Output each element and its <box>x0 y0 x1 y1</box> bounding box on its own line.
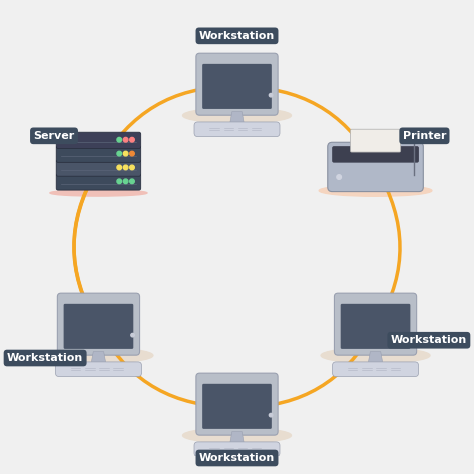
Ellipse shape <box>182 428 292 443</box>
FancyBboxPatch shape <box>328 142 423 191</box>
FancyBboxPatch shape <box>56 132 141 148</box>
Polygon shape <box>230 112 244 123</box>
Circle shape <box>123 151 128 156</box>
FancyBboxPatch shape <box>56 146 141 163</box>
Text: Printer: Printer <box>403 131 446 141</box>
Polygon shape <box>91 352 106 363</box>
FancyBboxPatch shape <box>333 362 419 376</box>
Ellipse shape <box>50 190 147 196</box>
Polygon shape <box>230 432 244 443</box>
Circle shape <box>130 137 134 142</box>
Ellipse shape <box>44 348 153 363</box>
FancyBboxPatch shape <box>194 442 280 456</box>
FancyBboxPatch shape <box>196 53 278 115</box>
Circle shape <box>269 93 273 97</box>
Circle shape <box>117 179 121 183</box>
FancyBboxPatch shape <box>56 160 141 176</box>
FancyBboxPatch shape <box>196 373 278 435</box>
Text: Workstation: Workstation <box>199 31 275 41</box>
Circle shape <box>123 179 128 183</box>
FancyBboxPatch shape <box>332 146 419 163</box>
FancyBboxPatch shape <box>56 174 141 190</box>
Circle shape <box>408 333 411 337</box>
FancyBboxPatch shape <box>64 304 133 349</box>
Circle shape <box>131 333 134 337</box>
Ellipse shape <box>319 185 432 196</box>
Text: Server: Server <box>33 131 74 141</box>
Ellipse shape <box>182 108 292 123</box>
Text: Workstation: Workstation <box>199 453 275 463</box>
Circle shape <box>117 151 121 156</box>
FancyBboxPatch shape <box>57 293 139 355</box>
Text: Workstation: Workstation <box>391 335 467 345</box>
Circle shape <box>130 179 134 183</box>
Circle shape <box>269 413 273 417</box>
FancyBboxPatch shape <box>202 384 272 429</box>
Circle shape <box>117 137 121 142</box>
Circle shape <box>123 137 128 142</box>
Circle shape <box>123 165 128 170</box>
Polygon shape <box>368 352 383 363</box>
Circle shape <box>117 165 121 170</box>
Circle shape <box>130 165 134 170</box>
Ellipse shape <box>321 348 430 363</box>
FancyBboxPatch shape <box>335 293 417 355</box>
FancyBboxPatch shape <box>55 362 141 376</box>
FancyBboxPatch shape <box>194 122 280 137</box>
FancyBboxPatch shape <box>202 64 272 109</box>
Circle shape <box>130 151 134 156</box>
Circle shape <box>337 175 341 179</box>
FancyBboxPatch shape <box>350 129 401 152</box>
Text: Workstation: Workstation <box>7 353 83 363</box>
FancyBboxPatch shape <box>341 304 410 349</box>
